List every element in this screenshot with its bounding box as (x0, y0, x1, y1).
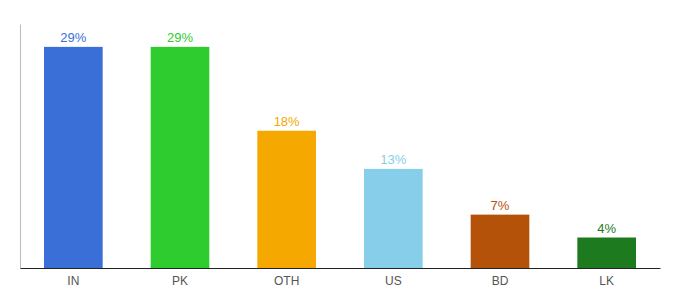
x-tick-label: LK (599, 274, 614, 288)
data-labels: 29% 29% 18% 13% 7% 4% (60, 30, 616, 236)
plot-area: 29% 29% 18% 13% 7% 4% IN PK OTH US BD LK (21, 25, 661, 288)
x-tick: BD (492, 274, 509, 288)
y-axis (20, 25, 21, 269)
data-label: 13% (380, 152, 406, 167)
data-label: 29% (167, 30, 193, 45)
x-tick-label: PK (172, 274, 188, 288)
bar (257, 131, 316, 268)
bars (44, 47, 636, 268)
y-axis-line (20, 25, 21, 269)
x-axis: IN PK OTH US BD LK (21, 269, 661, 288)
chart: 29% 29% 18% 13% 7% 4% IN PK OTH US BD LK (0, 0, 680, 300)
data-label: 4% (597, 221, 616, 236)
x-tick: OTH (274, 274, 299, 288)
x-tick: IN (67, 274, 79, 288)
x-tick: US (385, 274, 402, 288)
bar (577, 238, 636, 269)
x-tick: PK (172, 274, 188, 288)
bar (364, 169, 423, 268)
data-label: 29% (60, 30, 86, 45)
data-label: 18% (274, 114, 300, 129)
x-tick-label: BD (492, 274, 509, 288)
x-tick: LK (599, 274, 614, 288)
bar (44, 47, 103, 268)
x-tick-label: US (385, 274, 402, 288)
data-label: 7% (491, 198, 510, 213)
x-axis-line (21, 268, 661, 269)
x-tick-label: IN (67, 274, 79, 288)
bar (471, 215, 530, 268)
bar (151, 47, 210, 268)
x-tick-label: OTH (274, 274, 299, 288)
